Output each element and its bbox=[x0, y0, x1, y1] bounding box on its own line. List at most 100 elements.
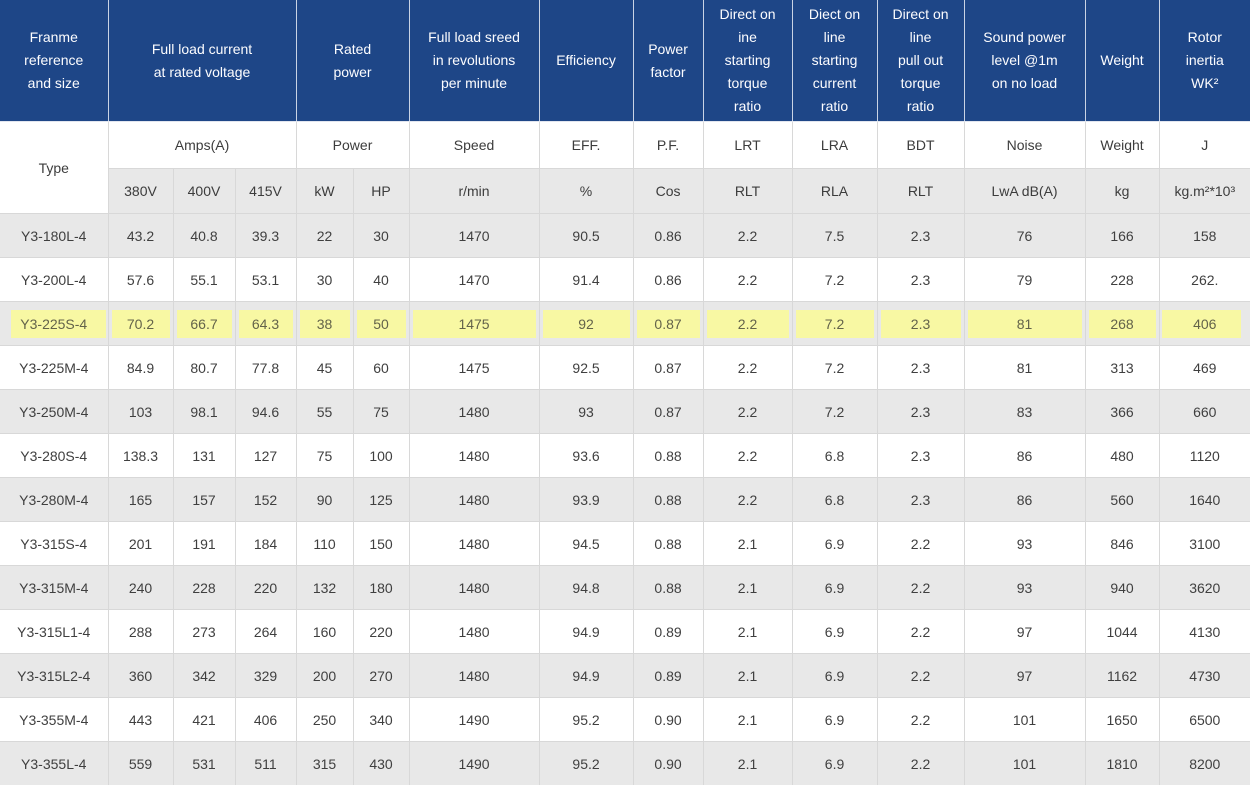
unit-cos: Cos bbox=[632, 168, 704, 214]
data-cell: 110 bbox=[295, 521, 354, 566]
data-cell: 3620 bbox=[1158, 565, 1250, 610]
data-cell: 228 bbox=[1084, 257, 1160, 302]
data-cell: 2.2 bbox=[702, 301, 793, 346]
data-cell: 2.2 bbox=[702, 257, 793, 302]
data-cell: 406 bbox=[1158, 301, 1250, 346]
data-cell: 95.2 bbox=[538, 741, 634, 785]
unit-400v: 400V bbox=[172, 168, 236, 214]
data-cell: 0.88 bbox=[632, 433, 704, 478]
data-cell: 2.3 bbox=[876, 301, 965, 346]
model-cell: Y3-315L2-4 bbox=[0, 653, 109, 698]
unit-rla: RLA bbox=[791, 168, 878, 214]
data-cell: 1480 bbox=[408, 389, 540, 434]
data-cell: 250 bbox=[295, 697, 354, 742]
data-cell: 846 bbox=[1084, 521, 1160, 566]
data-cell: 7.2 bbox=[791, 257, 878, 302]
model-cell: Y3-225S-4 bbox=[0, 301, 109, 346]
data-cell: 1480 bbox=[408, 609, 540, 654]
data-cell: 66.7 bbox=[172, 301, 236, 346]
subheader-noise: Noise bbox=[963, 121, 1086, 169]
data-cell: 200 bbox=[295, 653, 354, 698]
header-group-row: Franme reference and size Full load curr… bbox=[0, 0, 1250, 122]
data-cell: 0.90 bbox=[632, 697, 704, 742]
data-cell: 152 bbox=[234, 477, 297, 522]
data-cell: 2.3 bbox=[876, 345, 965, 390]
units-row: 380V 400V 415V kW HP r/min % Cos RLT RLA… bbox=[0, 168, 1250, 214]
data-cell: 93.9 bbox=[538, 477, 634, 522]
model-cell: Y3-280M-4 bbox=[0, 477, 109, 522]
unit-kw: kW bbox=[295, 168, 354, 214]
data-cell: 2.2 bbox=[702, 433, 793, 478]
data-cell: 2.3 bbox=[876, 213, 965, 258]
unit-rlt: RLT bbox=[702, 168, 793, 214]
data-cell: 2.2 bbox=[876, 653, 965, 698]
data-cell: 511 bbox=[234, 741, 297, 785]
table-row: Y3-315M-4 240 228 220 132 180 1480 94.8 … bbox=[0, 565, 1250, 610]
data-cell: 6.9 bbox=[791, 565, 878, 610]
data-cell: 157 bbox=[172, 477, 236, 522]
data-cell: 75 bbox=[295, 433, 354, 478]
data-cell: 531 bbox=[172, 741, 236, 785]
header-dol-starting-torque: Direct on ine starting torque ratio bbox=[703, 0, 793, 122]
data-cell: 2.3 bbox=[876, 257, 965, 302]
data-cell: 0.87 bbox=[632, 345, 704, 390]
table-row: Y3-250M-4 103 98.1 94.6 55 75 1480 93 0.… bbox=[0, 389, 1250, 434]
table-row: Y3-315L1-4 288 273 264 160 220 1480 94.9… bbox=[0, 609, 1250, 654]
data-cell: 94.9 bbox=[538, 609, 634, 654]
data-cell: 4730 bbox=[1158, 653, 1250, 698]
data-cell: 268 bbox=[1084, 301, 1160, 346]
data-cell: 6500 bbox=[1158, 697, 1250, 742]
data-cell: 0.88 bbox=[632, 521, 704, 566]
data-cell: 103 bbox=[107, 389, 174, 434]
data-cell: 80.7 bbox=[172, 345, 236, 390]
data-cell: 93 bbox=[963, 565, 1086, 610]
data-cell: 6.9 bbox=[791, 653, 878, 698]
data-cell: 1490 bbox=[408, 741, 540, 785]
data-cell: 86 bbox=[963, 477, 1086, 522]
table-row: Y3-355L-4 559 531 511 315 430 1490 95.2 … bbox=[0, 741, 1250, 785]
model-cell: Y3-250M-4 bbox=[0, 389, 109, 434]
data-cell: 430 bbox=[352, 741, 410, 785]
data-cell: 2.3 bbox=[876, 477, 965, 522]
unit-415v: 415V bbox=[234, 168, 297, 214]
subheader-pf: P.F. bbox=[632, 121, 704, 169]
data-cell: 660 bbox=[1158, 389, 1250, 434]
data-cell: 940 bbox=[1084, 565, 1160, 610]
data-cell: 0.88 bbox=[632, 477, 704, 522]
subheader-lra: LRA bbox=[791, 121, 878, 169]
data-cell: 288 bbox=[107, 609, 174, 654]
data-cell: 2.2 bbox=[876, 565, 965, 610]
data-cell: 559 bbox=[107, 741, 174, 785]
data-cell: 2.2 bbox=[702, 389, 793, 434]
unit-380v: 380V bbox=[107, 168, 174, 214]
data-cell: 2.1 bbox=[702, 653, 793, 698]
header-efficiency: Efficiency bbox=[539, 0, 634, 122]
data-cell: 94.6 bbox=[234, 389, 297, 434]
data-cell: 0.90 bbox=[632, 741, 704, 785]
data-cell: 342 bbox=[172, 653, 236, 698]
table-body: Y3-180L-4 43.2 40.8 39.3 22 30 1470 90.5… bbox=[0, 213, 1250, 785]
unit-kg: kg bbox=[1084, 168, 1160, 214]
data-cell: 92.5 bbox=[538, 345, 634, 390]
unit-kgm2: kg.m²*10³ bbox=[1158, 168, 1250, 214]
data-cell: 8200 bbox=[1158, 741, 1250, 785]
data-cell: 55 bbox=[295, 389, 354, 434]
data-cell: 313 bbox=[1084, 345, 1160, 390]
data-cell: 64.3 bbox=[234, 301, 297, 346]
data-cell: 0.88 bbox=[632, 565, 704, 610]
data-cell: 2.2 bbox=[702, 477, 793, 522]
data-cell: 2.2 bbox=[702, 213, 793, 258]
data-cell: 138.3 bbox=[107, 433, 174, 478]
data-cell: 1490 bbox=[408, 697, 540, 742]
data-cell: 94.9 bbox=[538, 653, 634, 698]
data-cell: 150 bbox=[352, 521, 410, 566]
data-cell: 39.3 bbox=[234, 213, 297, 258]
data-cell: 184 bbox=[234, 521, 297, 566]
header-full-load-speed: Full load sreed in revolutions per minut… bbox=[409, 0, 540, 122]
table-row: Y3-315L2-4 360 342 329 200 270 1480 94.9… bbox=[0, 653, 1250, 698]
header-rated-power: Rated power bbox=[296, 0, 410, 122]
subheader-bdt: BDT bbox=[876, 121, 965, 169]
data-cell: 270 bbox=[352, 653, 410, 698]
data-cell: 81 bbox=[963, 345, 1086, 390]
